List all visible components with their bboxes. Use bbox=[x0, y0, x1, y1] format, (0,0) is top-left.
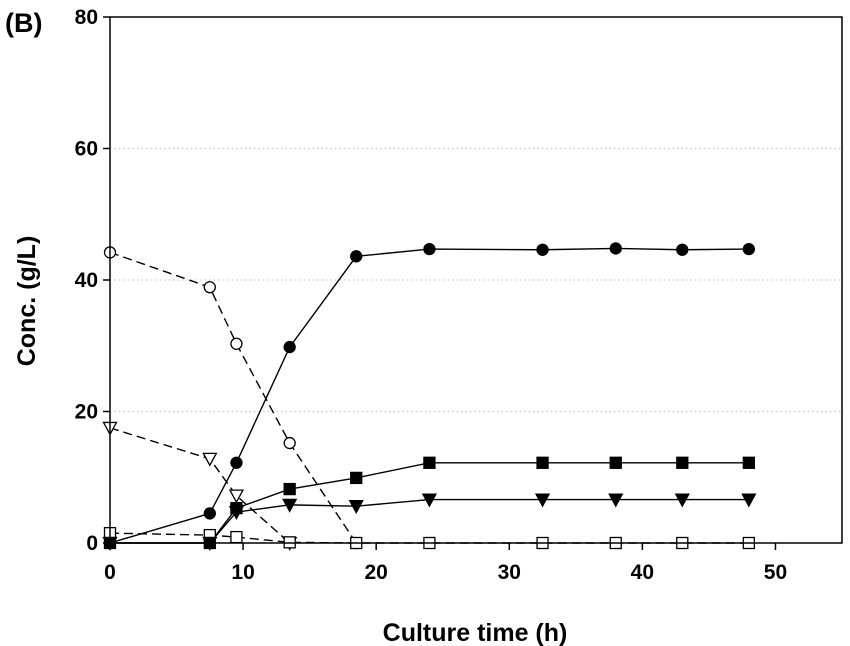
tick-labels: 0 10 20 30 40 50 0 20 40 60 80 bbox=[75, 6, 787, 584]
data-point-filled-square bbox=[742, 456, 755, 469]
axes bbox=[103, 16, 843, 550]
x-axis-title: Culture time (h) bbox=[383, 619, 568, 646]
data-point-open-square bbox=[230, 530, 243, 544]
y-tick-label: 20 bbox=[75, 401, 98, 424]
series-line-filled-triangle-down bbox=[110, 498, 749, 544]
x-tick-label: 20 bbox=[365, 561, 388, 584]
y-tick-label: 60 bbox=[75, 138, 98, 161]
data-point-filled-square bbox=[423, 456, 436, 469]
data-point-filled-square bbox=[609, 456, 622, 469]
data-point-filled-circle bbox=[609, 242, 622, 255]
data-point-filled-square bbox=[283, 482, 296, 496]
y-axis-title: Conc. (g/L) bbox=[13, 236, 41, 367]
x-tick-label: 0 bbox=[104, 561, 116, 584]
series-line-filled-square bbox=[110, 462, 749, 544]
data-point-open-circle bbox=[203, 281, 216, 294]
data-point-filled-circle bbox=[423, 242, 436, 256]
x-tick-label: 30 bbox=[498, 561, 521, 584]
series-markers bbox=[102, 242, 757, 551]
data-point-filled-triangle-down bbox=[421, 493, 438, 508]
series-line-filled-circle bbox=[109, 247, 749, 544]
data-point-filled-triangle-down bbox=[282, 498, 298, 513]
series-line-open-triangle-down bbox=[109, 427, 291, 544]
data-point-filled-triangle-down bbox=[608, 493, 624, 508]
series-line-open-circle bbox=[109, 251, 357, 544]
data-point-filled-circle bbox=[203, 507, 216, 520]
data-point-filled-square bbox=[676, 456, 689, 469]
data-point-open-triangle-down bbox=[202, 452, 218, 467]
x-tick-label: 50 bbox=[764, 561, 787, 584]
data-point-open-circle bbox=[283, 436, 296, 450]
data-point-filled-circle bbox=[742, 242, 755, 256]
data-point-filled-triangle-down bbox=[348, 500, 364, 515]
data-point-open-circle bbox=[230, 337, 243, 350]
y-tick-label: 80 bbox=[75, 6, 98, 29]
data-point-filled-triangle-down bbox=[534, 493, 551, 508]
data-point-open-triangle-down bbox=[228, 489, 245, 504]
data-point-filled-square bbox=[536, 456, 549, 469]
grid-lines bbox=[110, 148, 842, 412]
data-point-filled-circle bbox=[283, 340, 296, 354]
data-point-filled-triangle-down bbox=[741, 493, 757, 508]
data-point-filled-square bbox=[350, 471, 363, 485]
data-point-filled-triangle-down bbox=[674, 493, 690, 508]
y-tick-label: 0 bbox=[86, 532, 98, 555]
panel-label: (B) bbox=[5, 8, 42, 38]
data-point-filled-triangle-down bbox=[228, 505, 245, 520]
data-point-filled-circle bbox=[230, 456, 243, 469]
x-tick-label: 40 bbox=[631, 561, 654, 584]
data-point-filled-circle bbox=[536, 243, 549, 256]
data-point-filled-circle bbox=[676, 243, 689, 256]
x-tick-label: 10 bbox=[231, 561, 254, 584]
y-tick-label: 40 bbox=[75, 269, 98, 292]
data-point-filled-circle bbox=[350, 250, 363, 263]
